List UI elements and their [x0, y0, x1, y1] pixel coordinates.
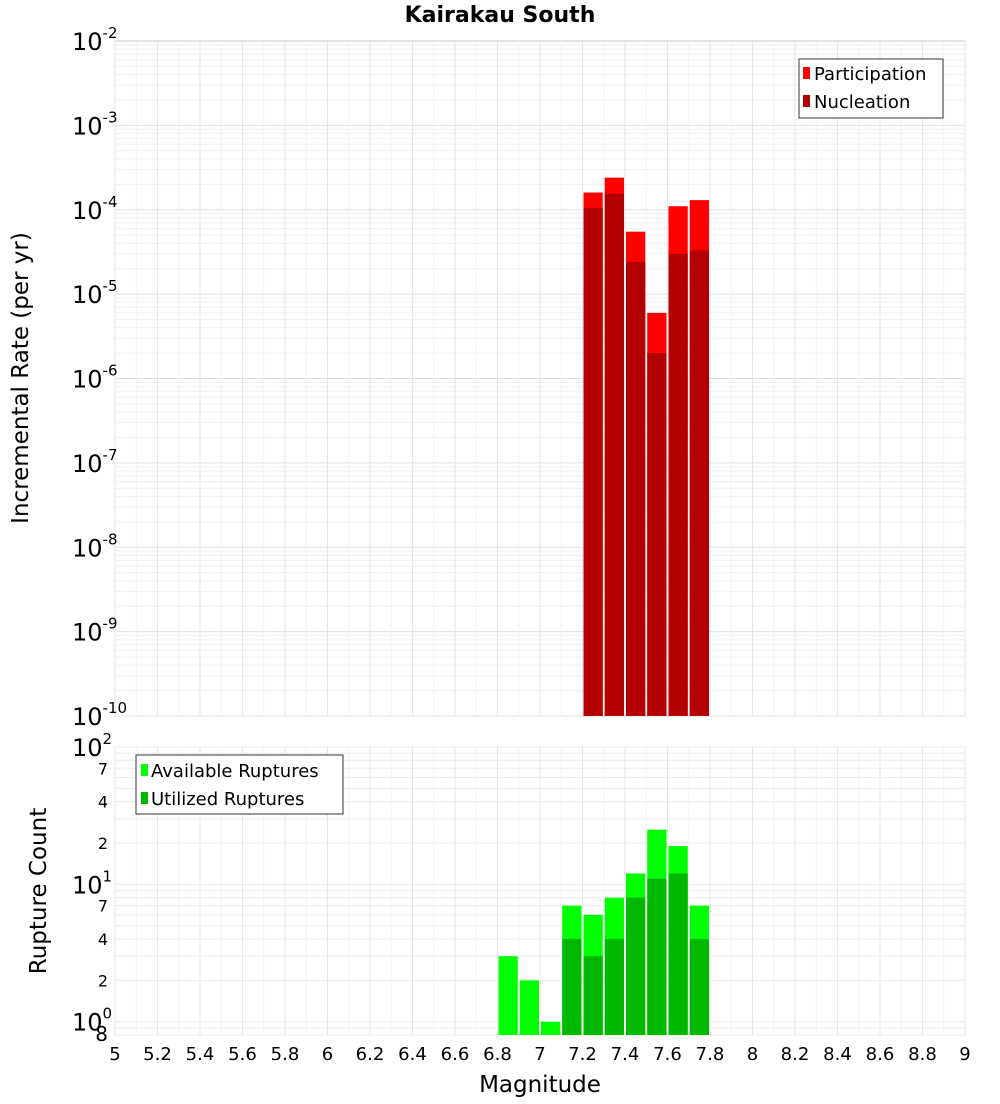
x-tick-label: 9 [959, 1044, 970, 1065]
x-tick-label: 8.6 [866, 1044, 895, 1065]
x-tick-label: 8 [747, 1044, 758, 1065]
bottom-bars [498, 829, 709, 1035]
x-tick-label: 5 [109, 1044, 120, 1065]
bottom-bar-available-ruptures [498, 956, 518, 1035]
bottom-bar-utilized-ruptures [668, 873, 688, 1035]
bottom-legend-box [135, 754, 344, 815]
bottom-bar-available-ruptures [541, 1021, 561, 1035]
bottom-y-tick-label: 7 [98, 897, 108, 916]
legend-label: Utilized Ruptures [151, 789, 304, 810]
top-legend: Participation Nucleation [798, 58, 944, 119]
top-y-tick-label: 10-7 [72, 446, 118, 478]
top-bars [583, 177, 709, 717]
chart-title: Kairakau South [405, 3, 596, 28]
top-y-tick-label: 10-4 [72, 193, 118, 225]
top-y-tick-label: 10-10 [72, 699, 127, 731]
bottom-bar-utilized-ruptures [689, 939, 709, 1035]
x-axis-label: Magnitude [479, 1072, 601, 1098]
x-tick-label: 6 [322, 1044, 333, 1065]
bottom-y-axis-label: Rupture Count [26, 808, 52, 974]
bottom-y-tick-label: 7 [98, 759, 108, 778]
top-y-axis-label: Incremental Rate (per yr) [8, 232, 34, 524]
top-y-tick-label: 10-2 [72, 24, 118, 56]
bottom-y-tick-label: 102 [72, 730, 112, 762]
bottom-bar-utilized-ruptures [562, 939, 582, 1035]
top-y-tick-label: 10-3 [72, 108, 118, 140]
x-tick-label: 5.6 [228, 1044, 257, 1065]
legend-label: Nucleation [814, 92, 910, 113]
top-y-tick-label: 10-6 [72, 362, 118, 394]
bottom-y-tick-label: 8 [95, 1022, 108, 1046]
x-ticks: 5 5.2 5.4 5.6 5.8 6 6.2 6.4 6.6 6.8 7 7.2 7.4 7.6 7.8 8… [109, 1044, 970, 1065]
x-tick-label: 6.8 [483, 1044, 512, 1065]
top-bar-nucleation [647, 353, 667, 716]
bottom-bar-utilized-ruptures [626, 897, 646, 1035]
legend-swatch [803, 95, 810, 107]
top-bar-nucleation [668, 253, 688, 716]
bottom-y-tick-label: 2 [98, 834, 108, 853]
bottom-bar-utilized-ruptures [604, 939, 624, 1035]
top-grid [114, 41, 966, 717]
bottom-bar-available-ruptures [519, 980, 539, 1035]
legend-swatch [803, 67, 810, 79]
legend-label: Available Ruptures [151, 761, 319, 782]
top-legend-box [798, 58, 944, 119]
top-bar-nucleation [583, 207, 603, 716]
top-panel: 10-2 10-3 10-4 10-5 10-6 10-7 10-8 10-9 10-10 In… [8, 24, 966, 731]
bottom-bar-utilized-ruptures [647, 878, 667, 1035]
bottom-y-tick-label: 2 [98, 971, 108, 990]
top-bar-nucleation [626, 262, 646, 716]
x-tick-label: 5.4 [186, 1044, 215, 1065]
x-tick-label: 6.4 [398, 1044, 427, 1065]
top-y-tick-label: 10-8 [72, 530, 118, 562]
x-tick-label: 8.8 [908, 1044, 937, 1065]
bottom-grid [114, 746, 966, 1036]
x-tick-label: 7.4 [611, 1044, 640, 1065]
bottom-y-tick-label: 101 [72, 867, 112, 899]
x-tick-label: 6.2 [356, 1044, 385, 1065]
x-tick-label: 7.8 [696, 1044, 725, 1065]
bottom-y-tick-label: 4 [98, 930, 108, 949]
legend-swatch [141, 792, 148, 804]
x-tick-label: 7 [534, 1044, 545, 1065]
bottom-bar-utilized-ruptures [583, 956, 603, 1035]
bottom-y-tick-label: 100 [72, 1005, 112, 1037]
x-tick-label: 7.2 [568, 1044, 597, 1065]
legend-label: Participation [814, 64, 926, 85]
top-y-tick-label: 10-5 [72, 277, 118, 309]
top-bar-nucleation [604, 193, 624, 716]
x-tick-label: 6.6 [441, 1044, 470, 1065]
x-tick-label: 7.6 [653, 1044, 682, 1065]
top-y-ticks: 10-2 10-3 10-4 10-5 10-6 10-7 10-8 10-9 10-10 [72, 24, 127, 731]
bottom-y-tick-label: 4 [98, 793, 108, 812]
x-tick-label: 8.2 [781, 1044, 810, 1065]
x-tick-label: 5.2 [143, 1044, 172, 1065]
top-y-tick-label: 10-9 [72, 615, 118, 647]
top-bar-nucleation [689, 250, 709, 717]
legend-swatch [141, 764, 148, 776]
x-tick-label: 5.8 [271, 1044, 300, 1065]
x-tick-label: 8.4 [823, 1044, 852, 1065]
bottom-legend: Available Ruptures Utilized Ruptures [135, 754, 344, 815]
